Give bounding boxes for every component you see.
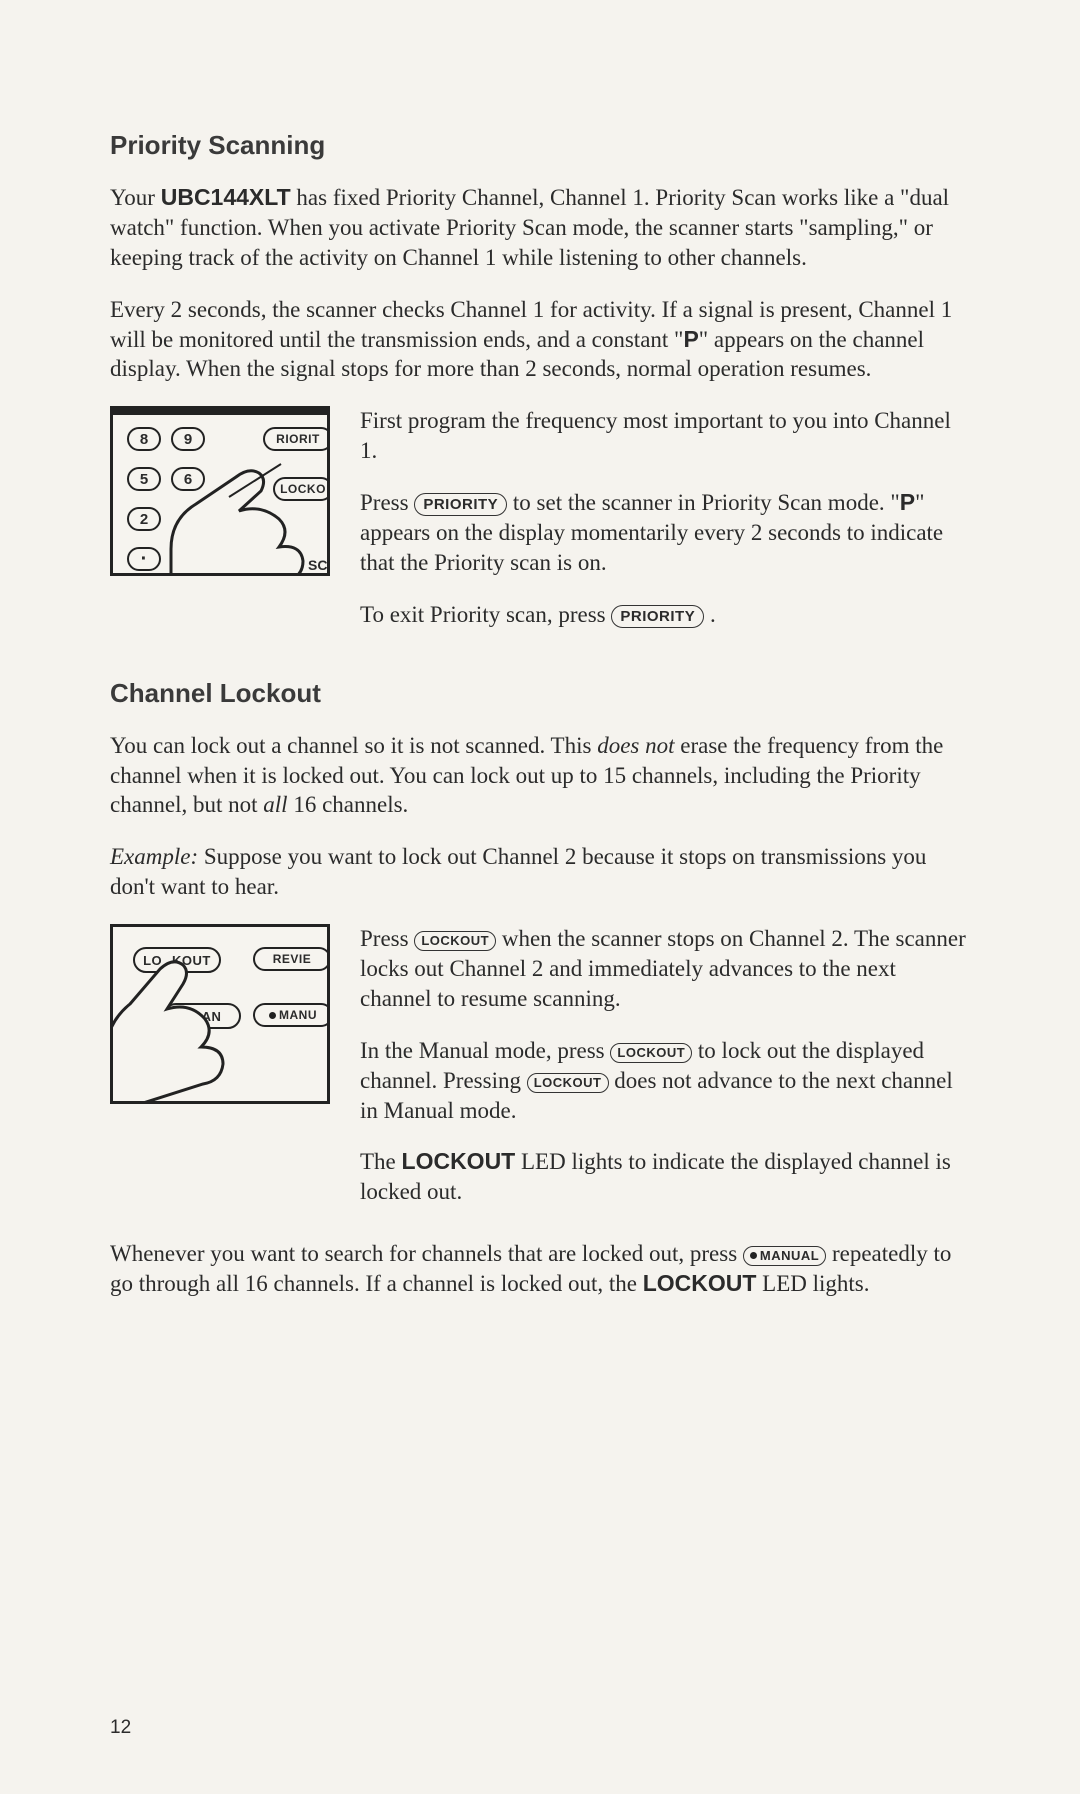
page-number: 12: [110, 1717, 131, 1739]
text: .: [704, 602, 716, 627]
para-lockout-search: Whenever you want to search for channels…: [110, 1239, 970, 1299]
manual-button-label: MANUAL: [743, 1246, 826, 1266]
p-indicator: P: [900, 489, 915, 515]
lockout-led-label: LOCKOUT: [643, 1270, 757, 1296]
para-side-press-priority: Press PRIORITY to set the scanner in Pri…: [360, 488, 970, 578]
text: You can lock out a channel so it is not …: [110, 733, 597, 758]
lockout-button-label: LOCKOUT: [414, 931, 496, 951]
emphasis-all: all: [263, 792, 287, 817]
text: Press: [360, 926, 414, 951]
priority-figure-row: 8 9 RIORIT 5 6 LOCKO 2 · SC First progra…: [110, 406, 970, 651]
model-name: UBC144XLT: [161, 184, 291, 210]
example-label: Example:: [110, 844, 198, 869]
para-side-press-lockout: Press LOCKOUT when the scanner stops on …: [360, 924, 970, 1014]
text: Press: [360, 490, 414, 515]
key-manual: MANU: [253, 1003, 330, 1027]
lockout-button-label: LOCKOUT: [527, 1073, 609, 1093]
priority-button-label: PRIORITY: [611, 605, 704, 628]
para-lockout-example: Example: Suppose you want to lock out Ch…: [110, 842, 970, 902]
text: LED lights.: [756, 1271, 869, 1296]
lockout-side-text: Press LOCKOUT when the scanner stops on …: [360, 924, 970, 1229]
text: Your: [110, 185, 161, 210]
key-priority: RIORIT: [263, 427, 330, 451]
priority-side-text: First program the frequency most importa…: [360, 406, 970, 651]
text: Suppose you want to lock out Channel 2 b…: [110, 844, 926, 899]
text: MANUAL: [760, 1248, 819, 1263]
heading-channel-lockout: Channel Lockout: [110, 678, 970, 709]
text: To exit Priority scan, press: [360, 602, 611, 627]
lockout-button-label: LOCKOUT: [610, 1043, 692, 1063]
key-review: REVIE: [253, 947, 330, 971]
text: MANU: [279, 1008, 317, 1022]
lockout-figure-row: LOCKOUT REVIE SCAN MANU Press LOCKOUT wh…: [110, 924, 970, 1229]
priority-button-label: PRIORITY: [414, 493, 507, 516]
key-8: 8: [127, 427, 161, 451]
key-9: 9: [171, 427, 205, 451]
para-side-exit: To exit Priority scan, press PRIORITY .: [360, 600, 970, 630]
p-indicator: P: [683, 326, 698, 352]
figure-priority-keypad: 8 9 RIORIT 5 6 LOCKO 2 · SC: [110, 406, 330, 576]
figure-lockout-keypad: LOCKOUT REVIE SCAN MANU: [110, 924, 330, 1104]
para-priority-intro: Your UBC144XLT has fixed Priority Channe…: [110, 183, 970, 273]
text: 16 channels.: [288, 792, 409, 817]
lockout-led-label: LOCKOUT: [402, 1148, 516, 1174]
para-side-program: First program the frequency most importa…: [360, 406, 970, 466]
hand-icon: [110, 939, 255, 1104]
hand-icon: [151, 449, 321, 576]
para-priority-behavior: Every 2 seconds, the scanner checks Chan…: [110, 295, 970, 385]
para-side-manual-mode: In the Manual mode, press LOCKOUT to loc…: [360, 1036, 970, 1126]
para-lockout-intro: You can lock out a channel so it is not …: [110, 731, 970, 821]
heading-priority-scanning: Priority Scanning: [110, 130, 970, 161]
text: The: [360, 1149, 402, 1174]
text: In the Manual mode, press: [360, 1038, 610, 1063]
text: Whenever you want to search for channels…: [110, 1241, 743, 1266]
emphasis-does-not: does not: [597, 733, 674, 758]
para-side-led: The LOCKOUT LED lights to indicate the d…: [360, 1147, 970, 1207]
text: to set the scanner in Priority Scan mode…: [507, 490, 900, 515]
